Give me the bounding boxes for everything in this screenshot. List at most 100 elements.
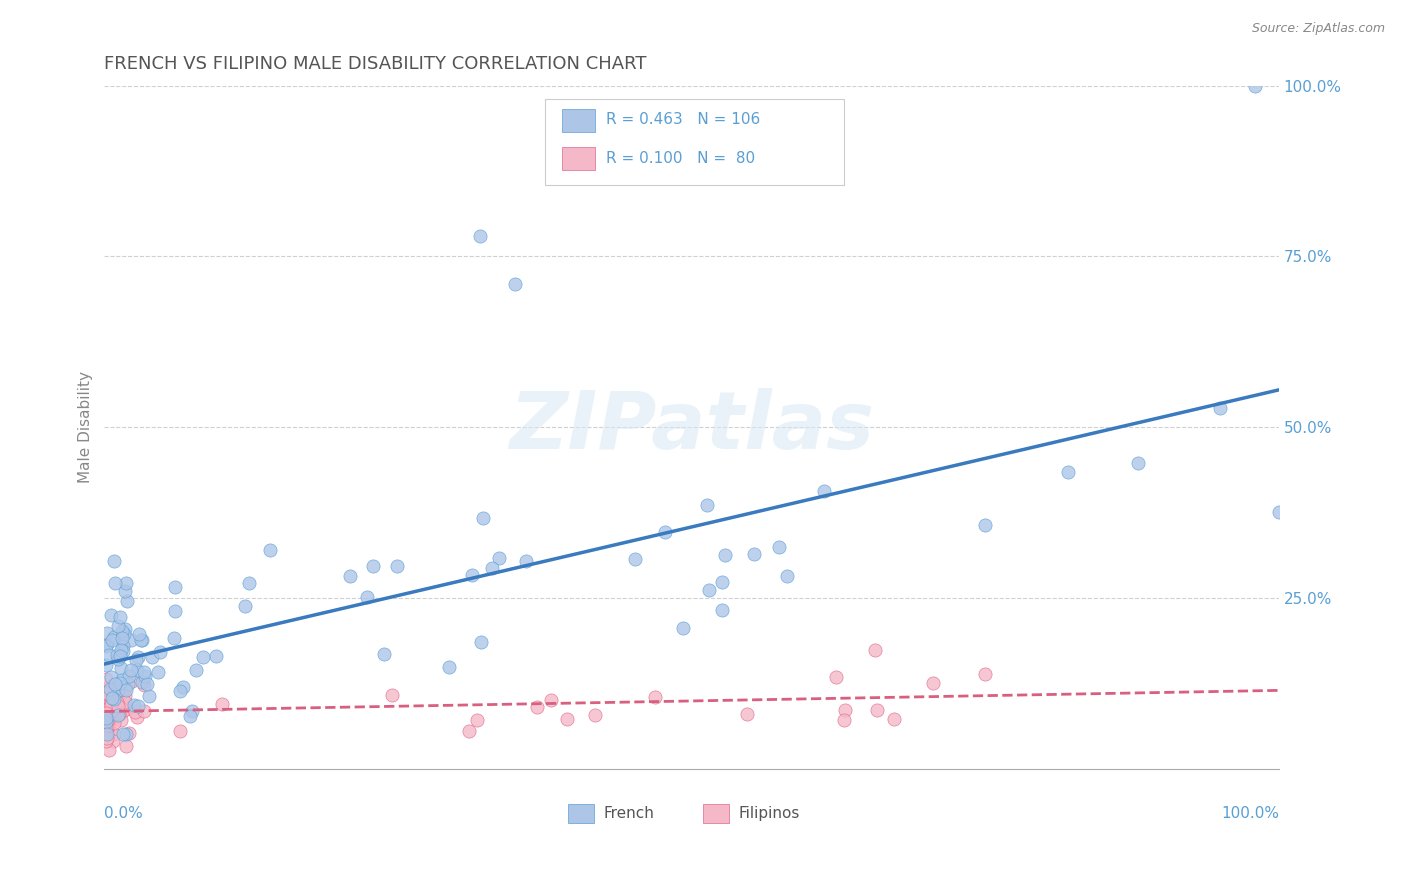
Point bbox=[94, 712, 117, 726]
Point bbox=[100, 706, 122, 721]
Point bbox=[107, 683, 129, 698]
Point bbox=[94, 704, 117, 718]
Point bbox=[100, 695, 122, 709]
Point bbox=[111, 624, 134, 639]
Point bbox=[97, 680, 120, 694]
Point bbox=[110, 676, 132, 690]
Point bbox=[129, 632, 152, 647]
Point bbox=[132, 678, 155, 692]
Point bbox=[138, 689, 160, 703]
Point bbox=[735, 707, 758, 722]
Point bbox=[146, 665, 169, 680]
Text: FRENCH VS FILIPINO MALE DISABILITY CORRELATION CHART: FRENCH VS FILIPINO MALE DISABILITY CORRE… bbox=[104, 55, 647, 73]
Text: R = 0.463   N = 106: R = 0.463 N = 106 bbox=[606, 112, 761, 128]
Point bbox=[127, 699, 149, 714]
Point bbox=[211, 697, 233, 711]
Point bbox=[813, 483, 835, 498]
Point bbox=[100, 704, 122, 718]
Point bbox=[179, 708, 201, 723]
Point bbox=[98, 681, 121, 696]
Point bbox=[356, 590, 378, 604]
FancyBboxPatch shape bbox=[568, 804, 595, 823]
Point bbox=[115, 683, 138, 698]
Point bbox=[97, 714, 120, 728]
Point bbox=[654, 525, 676, 540]
Point bbox=[163, 631, 186, 645]
Point bbox=[768, 540, 790, 554]
Point bbox=[697, 582, 720, 597]
Point bbox=[94, 686, 117, 700]
Point bbox=[94, 711, 117, 725]
Point bbox=[361, 558, 384, 573]
Point bbox=[112, 727, 135, 741]
Point bbox=[114, 695, 136, 709]
Point bbox=[107, 698, 129, 713]
FancyBboxPatch shape bbox=[562, 109, 595, 131]
Point bbox=[205, 648, 228, 663]
Point bbox=[100, 607, 122, 622]
Point bbox=[832, 713, 855, 727]
Point bbox=[115, 575, 138, 590]
Text: ZIPatlas: ZIPatlas bbox=[509, 388, 875, 467]
Point bbox=[1126, 456, 1149, 470]
Point bbox=[465, 713, 488, 727]
Point bbox=[97, 712, 120, 726]
Text: Filipinos: Filipinos bbox=[738, 806, 800, 822]
Point bbox=[100, 698, 122, 712]
Point bbox=[107, 707, 129, 722]
Point bbox=[863, 643, 886, 657]
Point bbox=[381, 689, 404, 703]
Point bbox=[115, 739, 138, 754]
Point bbox=[973, 667, 995, 681]
Point bbox=[96, 731, 118, 745]
Point bbox=[94, 733, 117, 747]
Point bbox=[94, 690, 117, 705]
Point bbox=[132, 665, 155, 679]
Point bbox=[97, 693, 120, 707]
Point bbox=[470, 635, 492, 649]
Point bbox=[120, 663, 142, 677]
Point bbox=[114, 584, 136, 599]
Text: 100.0%: 100.0% bbox=[1220, 806, 1279, 821]
Point bbox=[114, 690, 136, 704]
Point bbox=[169, 683, 191, 698]
FancyBboxPatch shape bbox=[703, 804, 730, 823]
Point bbox=[540, 693, 562, 707]
Point bbox=[515, 554, 537, 568]
Point bbox=[121, 674, 143, 689]
Point bbox=[127, 650, 149, 665]
Point bbox=[104, 576, 127, 591]
Point bbox=[124, 705, 146, 719]
Y-axis label: Male Disability: Male Disability bbox=[79, 371, 93, 483]
Point bbox=[134, 704, 156, 718]
Point bbox=[103, 727, 125, 741]
Point bbox=[488, 550, 510, 565]
Text: French: French bbox=[603, 806, 654, 822]
Point bbox=[233, 599, 256, 614]
Point bbox=[105, 648, 128, 662]
Point bbox=[505, 277, 527, 291]
Point bbox=[107, 692, 129, 706]
Point bbox=[111, 690, 134, 705]
Point bbox=[461, 568, 484, 582]
Text: Source: ZipAtlas.com: Source: ZipAtlas.com bbox=[1251, 22, 1385, 36]
Point bbox=[98, 696, 121, 710]
Point bbox=[458, 723, 481, 738]
Point bbox=[103, 691, 125, 706]
Point bbox=[128, 627, 150, 641]
Point bbox=[107, 708, 129, 723]
Point bbox=[100, 670, 122, 684]
Point bbox=[110, 661, 132, 675]
Point bbox=[97, 721, 120, 735]
Point bbox=[94, 681, 117, 696]
Point bbox=[104, 676, 127, 690]
Point bbox=[111, 631, 134, 645]
Point bbox=[96, 625, 118, 640]
Point bbox=[472, 511, 495, 525]
Text: 0.0%: 0.0% bbox=[104, 806, 143, 821]
Point bbox=[110, 643, 132, 657]
Point bbox=[118, 668, 141, 682]
Point bbox=[103, 553, 125, 567]
Point bbox=[112, 703, 135, 717]
Point bbox=[339, 569, 361, 583]
